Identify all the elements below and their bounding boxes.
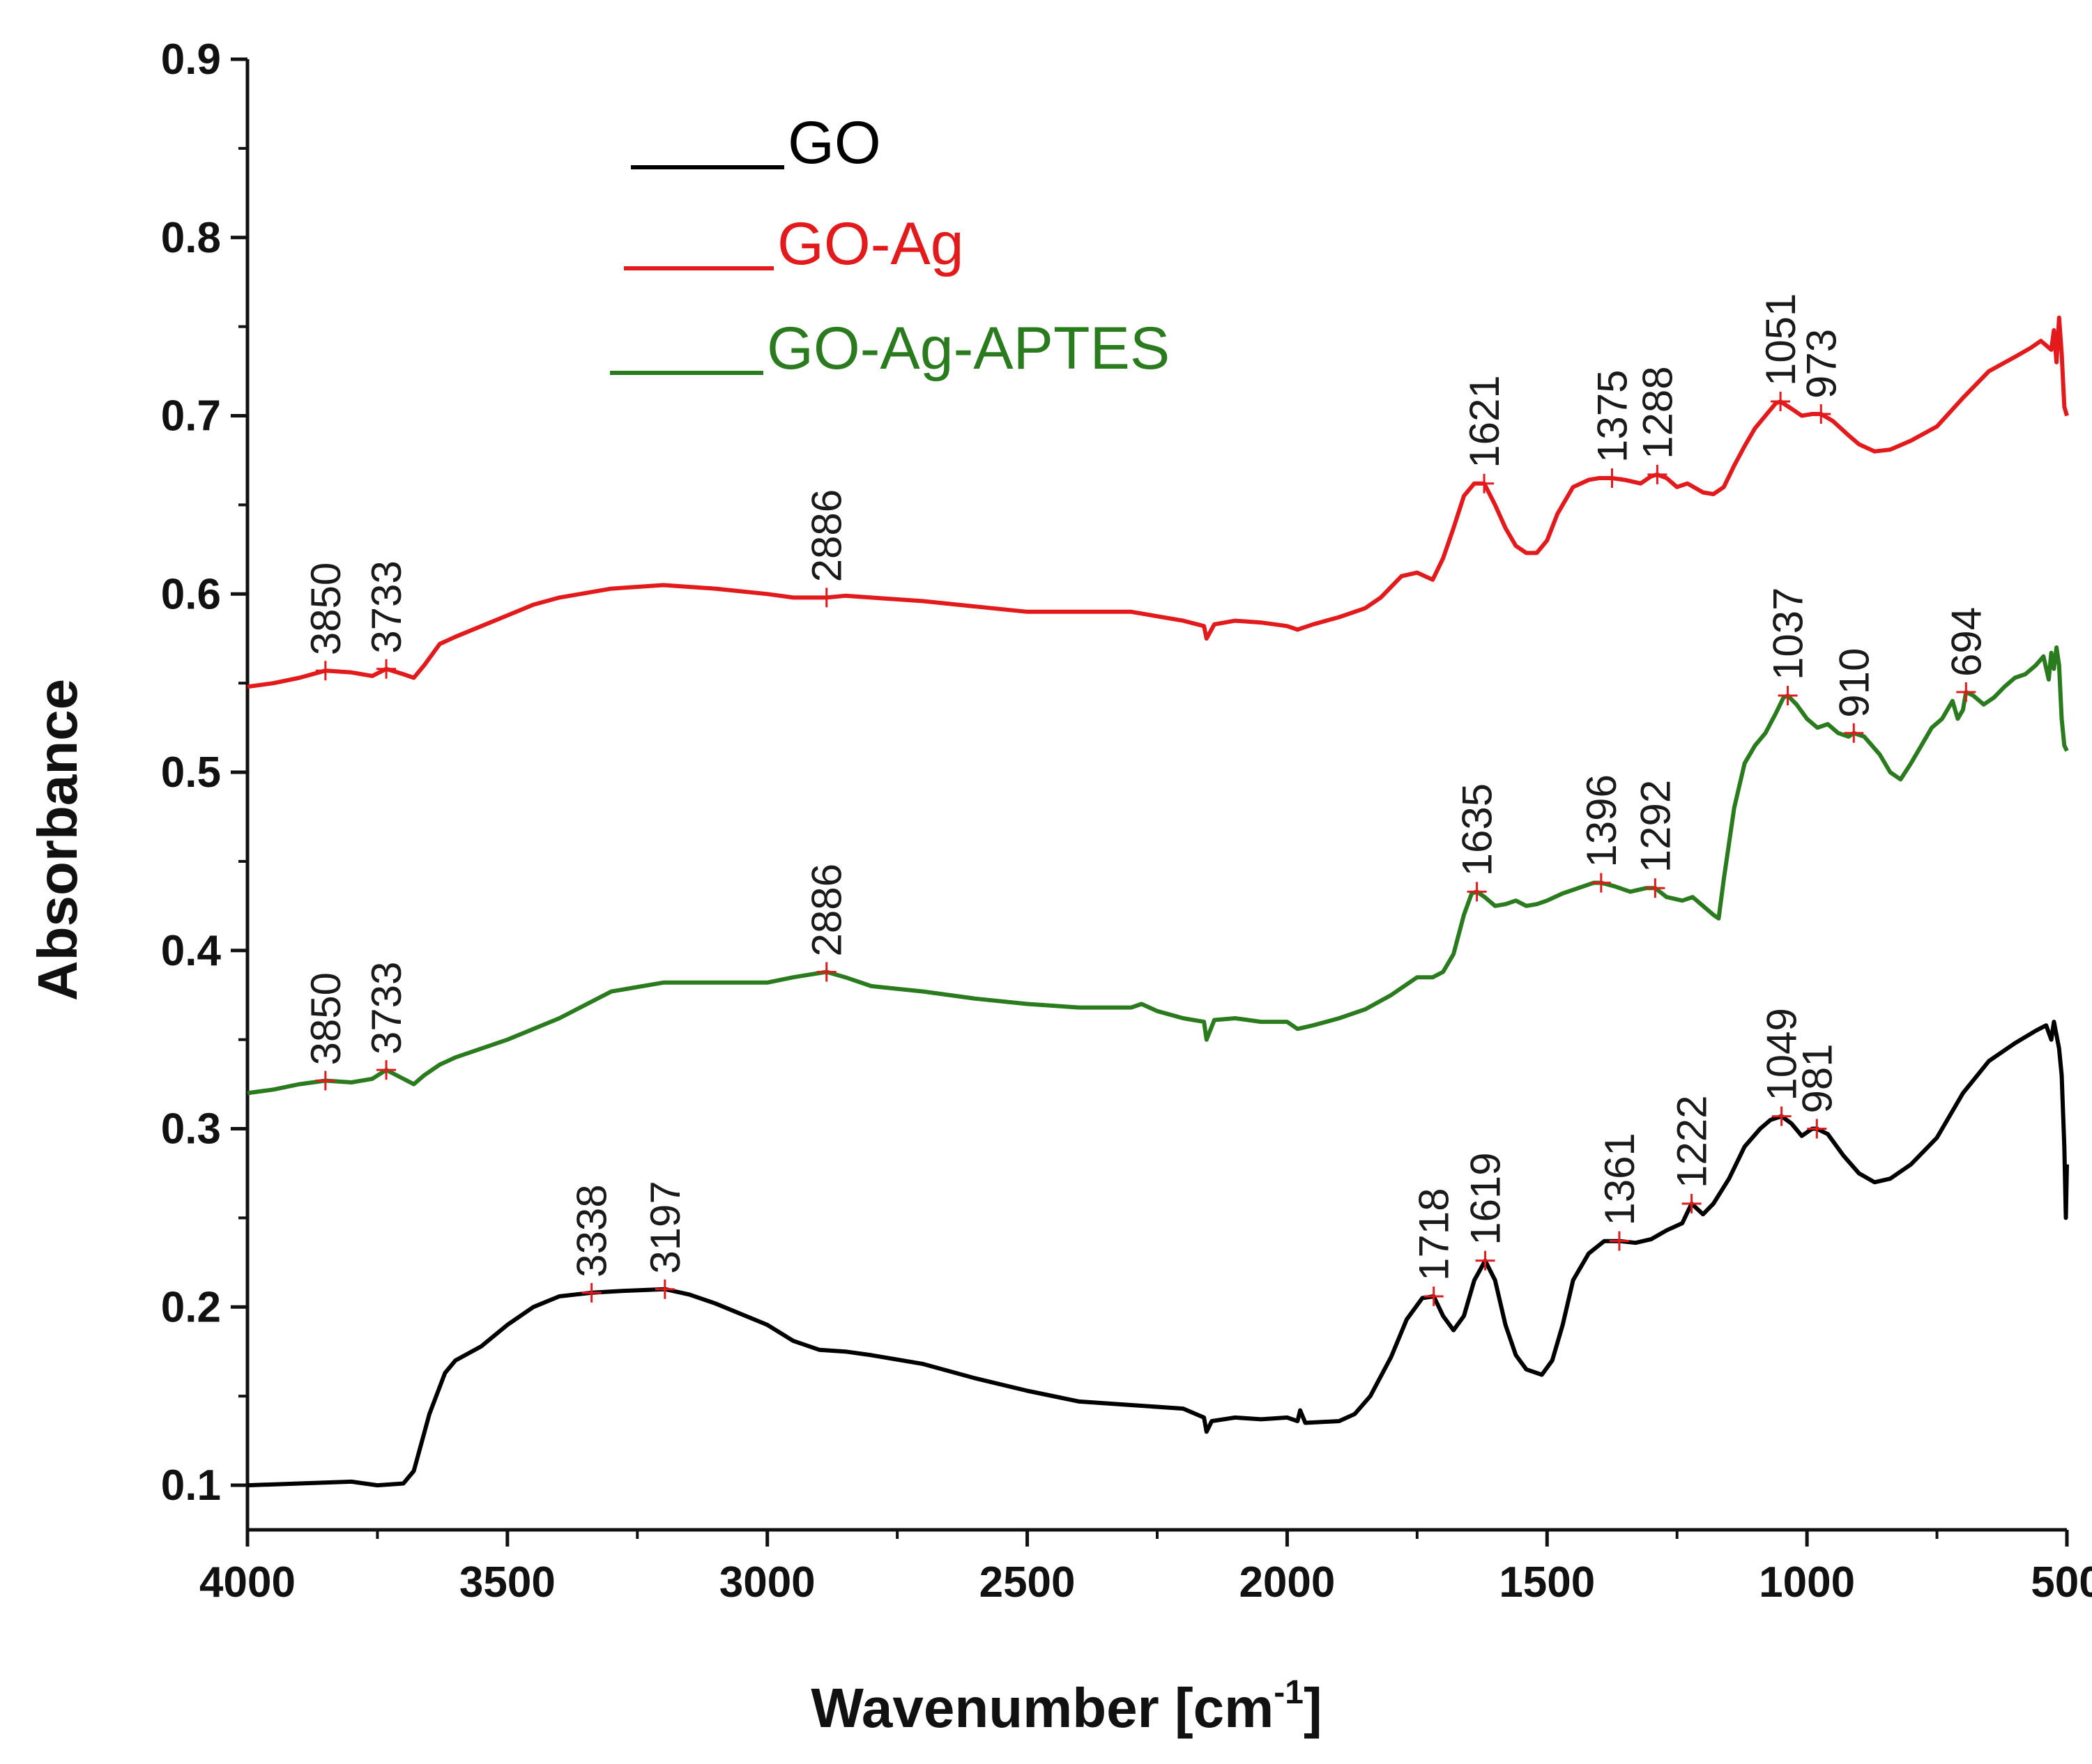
peak-marker: [315, 661, 335, 681]
peak-label: 3850: [303, 562, 349, 655]
y-tick-label: 0.2: [161, 1283, 221, 1331]
peak-label: 2886: [804, 489, 850, 582]
x-axis-title-superscript: -1: [1274, 1674, 1304, 1711]
x-tick-label: 500: [2031, 1558, 2092, 1606]
x-axis-title: Wavenumber [cm-1]: [811, 1674, 1322, 1739]
peak-marker: [655, 1279, 675, 1299]
peak-label: 1288: [1634, 366, 1681, 459]
peak-marker: [1609, 1231, 1629, 1251]
legend: GO GO-Ag GO-Ag-APTES: [610, 109, 1170, 382]
peak-marker: [1602, 468, 1622, 489]
y-tick-label: 0.6: [161, 570, 221, 618]
y-tick-label: 0.5: [161, 749, 221, 797]
peak-label: 1375: [1589, 370, 1636, 463]
peak-label: 973: [1798, 329, 1845, 399]
peak-label: 1619: [1463, 1152, 1509, 1245]
y-tick-label: 0.9: [161, 36, 221, 84]
peak-label: 3733: [363, 560, 410, 653]
peak-label: 981: [1794, 1043, 1840, 1113]
peak-label: 1051: [1757, 293, 1804, 386]
x-axis-title-main: Wavenumber [cm: [811, 1677, 1274, 1739]
peak-marker: [1645, 878, 1665, 898]
peak-label: 3197: [642, 1181, 689, 1273]
legend-label-go: GO: [788, 109, 881, 176]
peak-label: 1037: [1765, 588, 1812, 680]
peak-marker: [816, 962, 837, 982]
x-tick-label: 1000: [1759, 1558, 1855, 1606]
peak-marker: [1467, 882, 1487, 902]
y-tick-label: 0.4: [161, 927, 222, 975]
peak-label: 3338: [569, 1184, 616, 1277]
peak-marker: [376, 659, 397, 679]
peak-marker: [1807, 1119, 1827, 1139]
y-axis-title: Absorbance: [26, 679, 89, 1001]
series-line-go: [247, 1020, 2069, 1488]
peak-label: 3850: [303, 972, 349, 1065]
peak-label: 1396: [1578, 774, 1625, 867]
x-tick-label: 2000: [1239, 1558, 1335, 1606]
peak-marker: [581, 1282, 602, 1303]
series-line-go-ag: [247, 315, 2069, 689]
peak-marker: [1844, 723, 1864, 743]
x-tick-label: 3500: [459, 1558, 556, 1606]
peak-marker: [1681, 1193, 1702, 1213]
peak-label: 1361: [1596, 1133, 1643, 1225]
peak-label: 1621: [1461, 375, 1508, 468]
peak-marker: [1778, 686, 1798, 706]
peak-marker: [1771, 392, 1791, 412]
peak-marker: [1423, 1286, 1444, 1306]
peak-marker: [1474, 473, 1495, 493]
peak-label: 910: [1831, 648, 1877, 718]
legend-label-go-ag-aptes: GO-Ag-APTES: [767, 315, 1170, 382]
x-axis-title-end: ]: [1304, 1677, 1322, 1739]
peak-marker: [315, 1071, 335, 1091]
peak-label: 2886: [804, 864, 850, 956]
y-tick-label: 0.1: [161, 1462, 221, 1510]
x-tick-label: 1500: [1499, 1558, 1595, 1606]
axes: 0.1 0.2 0.3 0.4 0.5 0.6 0.7 0.8 0.9 4000 3500 3000 2…: [161, 36, 2092, 1606]
x-tick-label: 4000: [199, 1558, 296, 1606]
peak-marker: [376, 1060, 397, 1080]
peak-label: 1635: [1454, 783, 1501, 876]
y-tick-label: 0.3: [161, 1105, 221, 1153]
peak-marker: [1771, 1106, 1792, 1126]
peak-label: 694: [1943, 607, 1990, 677]
peak-label: 1292: [1632, 780, 1679, 873]
y-tick-label: 0.7: [161, 392, 221, 440]
peak-label: 1222: [1669, 1095, 1716, 1188]
legend-label-go-ag: GO-Ag: [777, 210, 964, 277]
peak-marker: [1647, 464, 1667, 484]
x-tick-label: 3000: [719, 1558, 816, 1606]
peak-marker: [1811, 404, 1831, 424]
peak-label: 1049: [1759, 1008, 1805, 1100]
series-line-go-ag-aptes: [247, 645, 2069, 1096]
peak-label: 1718: [1411, 1188, 1458, 1280]
peak-marker: [1591, 873, 1611, 893]
series-layer: [247, 315, 2069, 1488]
peak-label: 3733: [363, 962, 410, 1054]
peak-marker: [1475, 1250, 1495, 1271]
peak-marker: [1956, 682, 1976, 702]
peak-marker: [816, 588, 837, 608]
x-tick-label: 2500: [979, 1558, 1076, 1606]
y-tick-label: 0.8: [161, 214, 221, 262]
